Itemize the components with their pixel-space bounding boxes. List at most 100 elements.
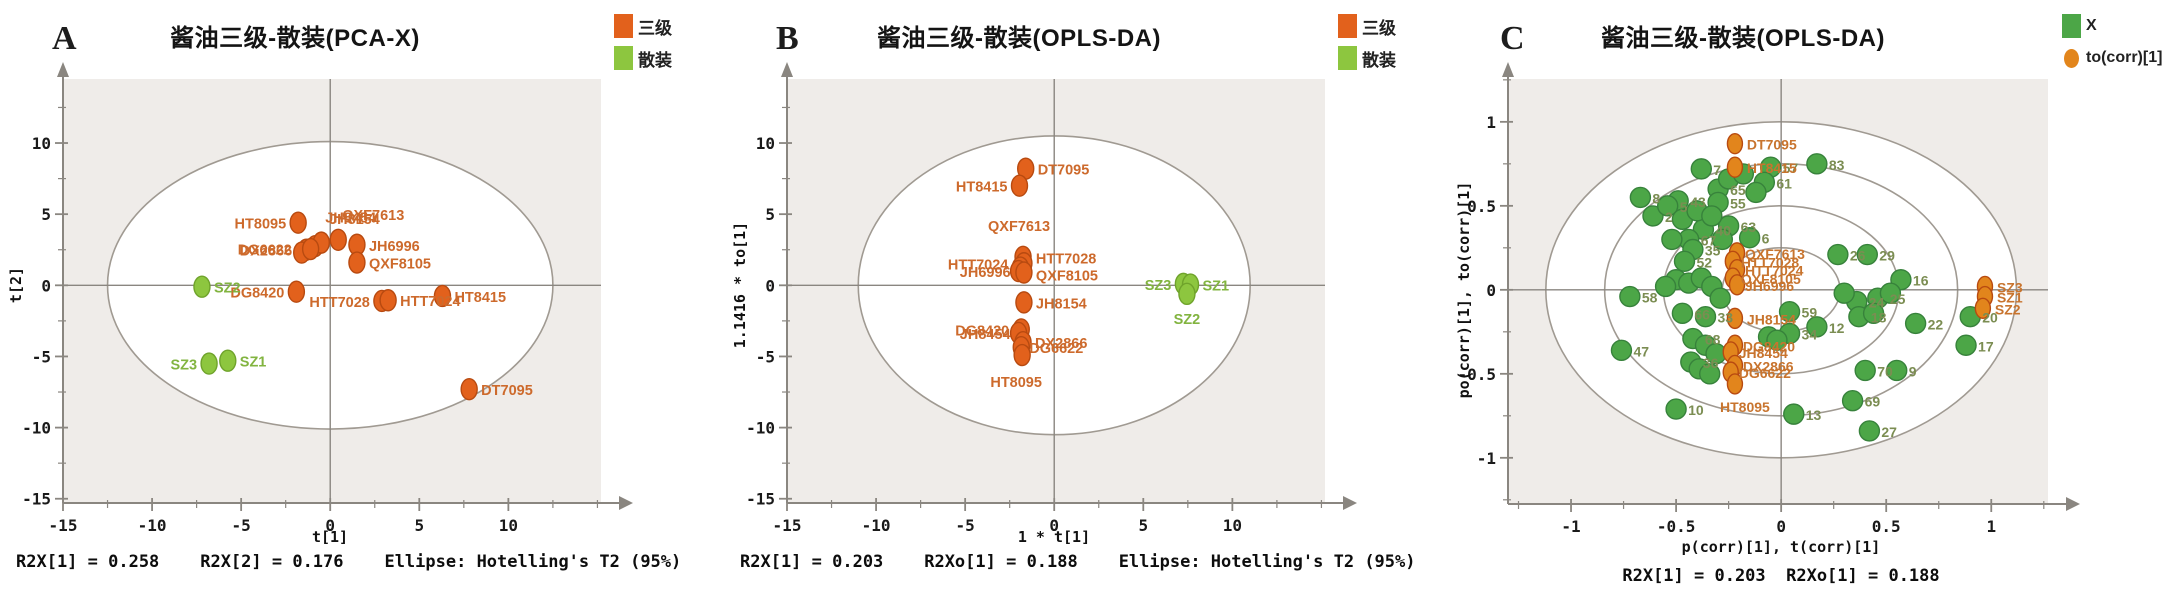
point-label: 52 — [1696, 254, 1712, 270]
point-label: 69 — [1865, 394, 1881, 410]
data-point — [1178, 282, 1196, 306]
legend: 三级 散装 — [1338, 12, 1396, 76]
stats-footer: R2X[1] = 0.203 R2Xo[1] = 0.188 — [1622, 566, 1940, 586]
point-label: HT8415 — [1747, 160, 1797, 176]
point-label: 65 — [1730, 182, 1746, 198]
data-point — [193, 275, 211, 298]
tick-label: 0 — [1776, 517, 1786, 536]
point-label: 59 — [1802, 305, 1818, 321]
tick-label: 5 — [41, 205, 51, 224]
point-label: SZ2 — [1995, 301, 2021, 317]
tick-label: 1 — [1986, 517, 1996, 536]
point-label: QXF8105 — [369, 257, 431, 273]
data-point — [301, 237, 320, 261]
tick-label: -5 — [32, 347, 51, 366]
data-point — [1728, 274, 1746, 296]
data-point — [379, 289, 397, 312]
data-point — [1806, 153, 1828, 175]
data-point — [1766, 329, 1788, 351]
data-point — [287, 280, 306, 303]
point-label: HTT7028 — [309, 295, 369, 311]
tick-label: 0.5 — [1467, 197, 1496, 216]
point-label: 70 — [1877, 363, 1893, 379]
legend-label: 三级 — [1362, 18, 1396, 38]
panel-letter: B — [776, 20, 799, 57]
point-label: HTT7028 — [1741, 254, 1800, 270]
legend-swatch-square — [2062, 14, 2081, 38]
data-point — [329, 228, 347, 251]
y-axis-arrow-icon — [781, 62, 793, 77]
x-axis-label: t[1] — [311, 528, 349, 546]
tick-label: 10 — [499, 516, 518, 535]
point-label: HT8095 — [990, 375, 1042, 391]
data-point — [1610, 339, 1633, 361]
point-label: HT8095 — [235, 217, 287, 233]
legend: X to(corr)[1] — [2062, 12, 2162, 76]
stats-footer: R2X[1] = 0.258 R2X[2] = 0.176 Ellipse: H… — [16, 552, 682, 572]
point-label: QXF8105 — [1036, 269, 1098, 285]
data-point — [1841, 389, 1864, 412]
legend-item: X — [2062, 12, 2162, 40]
point-label: 27 — [1881, 424, 1897, 440]
legend-swatch-square — [614, 14, 633, 38]
data-point — [348, 251, 366, 274]
point-label: DG8420 — [955, 323, 1009, 339]
point-label: 47 — [1633, 343, 1649, 359]
point-label: JH6996 — [960, 265, 1011, 281]
point-label: DG6622 — [1739, 365, 1791, 381]
point-label: 63 — [1741, 219, 1757, 235]
data-point — [1726, 156, 1744, 178]
point-label: 58 — [1642, 290, 1658, 306]
data-point — [1690, 158, 1713, 180]
point-label: JH8454 — [960, 327, 1011, 343]
data-point — [1671, 302, 1694, 325]
x-axis-arrow-icon — [1343, 496, 1357, 510]
data-point — [1806, 316, 1828, 338]
point-label: DX2866 — [240, 244, 292, 260]
point-label: 33 — [1718, 310, 1734, 326]
point-label: DG8420 — [230, 286, 284, 302]
data-point — [1858, 420, 1881, 442]
chart-title: 酱油三级-散装(PCA-X) — [170, 25, 420, 52]
data-point — [1726, 373, 1744, 395]
data-point — [1738, 227, 1761, 249]
data-point — [1879, 282, 1902, 304]
point-label: HTT7024 — [1745, 263, 1804, 279]
point-label: DT7095 — [1747, 137, 1797, 153]
tick-label: -15 — [22, 490, 51, 509]
data-point — [1886, 359, 1908, 382]
legend-item: 三级 — [614, 12, 672, 40]
panel-oplsda-loadings: C 酱油三级-散装(OPLS-DA) X to(corr)[1] -1 -0.5 0… — [1448, 0, 2172, 608]
data-point — [219, 349, 237, 372]
data-point — [1699, 363, 1721, 385]
tick-label: 5 — [1138, 516, 1148, 535]
legend: 三级 散装 — [614, 12, 672, 76]
chart-title: 酱油三级-散装(OPLS-DA) — [1601, 25, 1885, 52]
chart-title: 酱油三级-散装(OPLS-DA) — [877, 25, 1161, 52]
point-label: DG6622 — [238, 243, 292, 259]
tick-label: 0 — [765, 276, 775, 295]
legend-swatch-square — [614, 46, 633, 70]
data-point — [1778, 300, 1801, 323]
point-label: 6 — [1762, 231, 1770, 247]
tick-label: 5 — [414, 516, 424, 535]
point-label: HTT7028 — [1036, 251, 1096, 267]
data-point — [1827, 243, 1849, 266]
legend-label: 散装 — [1362, 50, 1396, 70]
legend-swatch-circle — [2064, 48, 2079, 68]
point-label: 24 — [1869, 295, 1885, 311]
point-label: SZ1 — [240, 355, 267, 371]
data-point — [1856, 243, 1878, 266]
point-label: 22 — [1928, 316, 1944, 332]
tick-label: -5 — [956, 516, 975, 535]
tick-label: -15 — [49, 516, 78, 535]
point-label: SZ3 — [1145, 278, 1172, 294]
point-label: DT7095 — [481, 383, 533, 399]
data-point — [1783, 403, 1805, 425]
data-point — [1833, 282, 1855, 304]
tick-label: -0.5 — [1657, 517, 1696, 536]
data-point — [1010, 174, 1029, 197]
panel-pca: A 酱油三级-散装(PCA-X) 三级 散装 -15 -10 -5 0 5 10 10 5 0-… — [0, 0, 724, 608]
y-axis-arrow-icon — [1502, 62, 1514, 77]
data-point — [1642, 205, 1664, 227]
